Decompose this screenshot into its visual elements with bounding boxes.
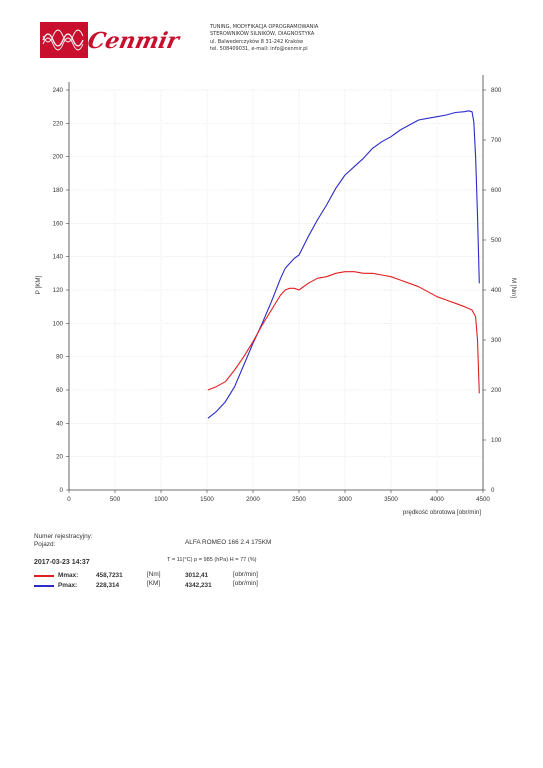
mmax-rpm: 3012,41 — [185, 572, 209, 579]
x-tick-label: 3000 — [338, 496, 352, 503]
x-tick-label: 2500 — [292, 496, 306, 503]
pmax-label: Pmax: — [58, 582, 78, 589]
company-line: tel. 508409031, e-mail: info@cenmir.pl — [210, 46, 308, 53]
x-axis-label: prędkość obrotowa [obr/min] — [403, 509, 481, 516]
x-tick-label: 0 — [67, 496, 71, 503]
conditions: T = 11(°C) p = 985 (hPa) H = 77 (%) — [167, 557, 257, 563]
y-right-tick-label: 400 — [491, 287, 502, 294]
x-tick-label: 3500 — [384, 496, 398, 503]
torque-legend-swatch — [34, 575, 54, 577]
cenmir-logo: Cenmir — [40, 22, 184, 58]
x-tick-label: 1000 — [154, 496, 168, 503]
company-line: ul. Balwederczyków 8 31-242 Kraków — [210, 38, 304, 45]
y-left-axis-label: P [KM] — [35, 275, 42, 294]
y-left-tick-label: 240 — [53, 87, 64, 94]
y-right-axis-label: M [Nm] — [510, 278, 517, 298]
mmax-rpm-unit: [obr/min] — [233, 571, 258, 578]
x-tick-label: 2000 — [246, 496, 260, 503]
y-left-tick-label: 200 — [53, 154, 64, 161]
power-legend-swatch — [34, 585, 54, 587]
y-right-tick-label: 100 — [491, 437, 502, 444]
series-line — [207, 110, 480, 419]
y-left-tick-label: 220 — [53, 120, 64, 127]
company-line: STEROWNIKÓW SILNIKÓW, DIAGNOSTYKA — [210, 31, 315, 38]
mmax-label: Mmax: — [58, 572, 79, 579]
y-left-tick-label: 0 — [60, 487, 64, 494]
company-info: TUNING, MODYFIKACJA OPROGRAMOWANIA STERO… — [210, 24, 318, 54]
y-right-tick-label: 0 — [491, 487, 495, 494]
mmax-value: 458,7231 — [96, 572, 123, 579]
y-left-tick-label: 20 — [56, 454, 63, 461]
vehicle-name: ALFA ROMEO 166 2.4 175KM — [185, 539, 272, 546]
dyno-chart: 0 20 40 60 80 100 120 140 160 180 200 220 240 0 100 200… — [35, 75, 517, 516]
y-right-tick-label: 700 — [491, 137, 502, 144]
series-line — [207, 271, 480, 394]
x-tick-label: 4000 — [430, 496, 444, 503]
y-right-tick-label: 300 — [491, 337, 502, 344]
y-right-tick-label: 200 — [491, 387, 502, 394]
logo-red-block — [40, 22, 88, 58]
test-datetime: 2017-03-23 14:37 — [34, 559, 90, 566]
company-line: TUNING, MODYFIKACJA OPROGRAMOWANIA — [210, 24, 319, 30]
reg-label: Numer rejestracyjny: — [34, 533, 93, 540]
pmax-rpm: 4342,231 — [185, 582, 212, 589]
y-left-tick-label: 80 — [56, 354, 63, 361]
mmax-unit: [Nm] — [147, 571, 161, 578]
logo-text: Cenmir — [85, 28, 183, 54]
y-left-tick-label: 100 — [53, 320, 64, 327]
y-right-tick-label: 800 — [491, 87, 502, 94]
y-left-tick-label: 60 — [56, 387, 63, 394]
y-left-tick-label: 180 — [53, 187, 64, 194]
vehicle-label: Pojazd: — [34, 541, 56, 548]
y-right-tick-label: 500 — [491, 237, 502, 244]
x-tick-label: 4500 — [476, 496, 490, 503]
y-left-tick-label: 140 — [53, 254, 64, 261]
x-tick-label: 1500 — [200, 496, 214, 503]
x-tick-label: 500 — [110, 496, 121, 503]
pmax-rpm-unit: [obr/min] — [233, 580, 258, 587]
y-right-tick-label: 600 — [491, 187, 502, 194]
pmax-value: 228,314 — [96, 582, 120, 589]
y-left-tick-label: 40 — [56, 420, 63, 427]
y-left-tick-label: 160 — [53, 220, 64, 227]
y-left-tick-label: 120 — [53, 287, 64, 294]
pmax-unit: [KM] — [147, 580, 161, 587]
